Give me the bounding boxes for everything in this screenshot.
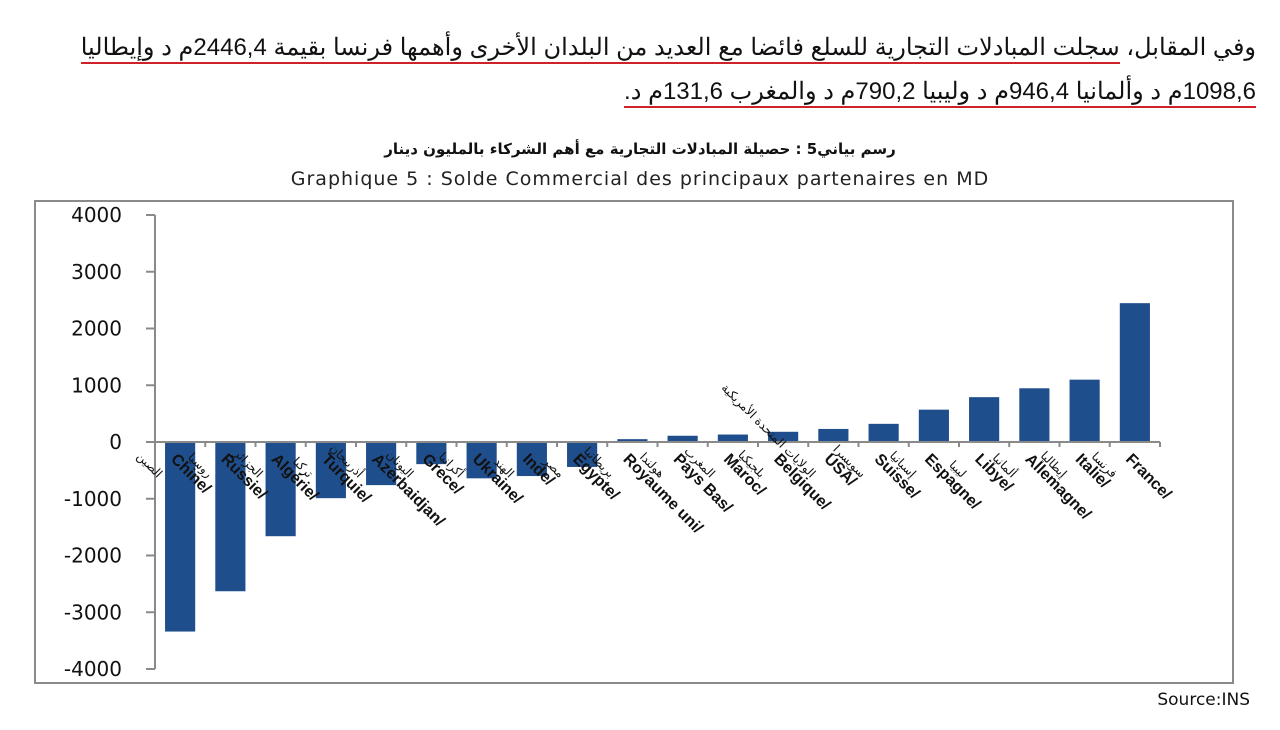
- bar: [165, 442, 196, 632]
- bar: [416, 442, 447, 465]
- bar: [516, 442, 547, 477]
- y-tick-label: -4000: [64, 657, 122, 681]
- y-tick-label: 1000: [71, 373, 122, 397]
- source-note: Source:INS: [1157, 690, 1250, 710]
- svg-text:الصين: الصين: [133, 449, 165, 481]
- bar: [466, 442, 497, 479]
- underlined-text-2: 1098,6م د وألمانيا 946,4م د وليبيا 790,2…: [624, 78, 1256, 108]
- bar: [1019, 388, 1050, 442]
- svg-text:France/: France/: [1122, 451, 1175, 504]
- underlined-text-1: سجلت المبادلات التجارية للسلع فائضا مع ا…: [80, 34, 1120, 64]
- bar: [617, 439, 648, 442]
- bar: [366, 442, 397, 486]
- bar: [918, 409, 949, 442]
- y-tick-label: 2000: [71, 317, 122, 341]
- bar: [567, 442, 598, 467]
- bar: [969, 397, 1000, 442]
- bar: [1069, 379, 1100, 442]
- y-tick-label: 4000: [71, 203, 122, 227]
- bar: [868, 423, 899, 442]
- paragraph: وفي المقابل، سجلت المبادلات التجارية للس…: [16, 26, 1256, 114]
- bar: [667, 435, 698, 442]
- chart-title-arabic: رسم بياني5 : حصيلة المبادلات التجارية مع…: [384, 140, 896, 158]
- bar: [768, 431, 799, 442]
- bar: [315, 442, 346, 499]
- paragraph-line-1: وفي المقابل، سجلت المبادلات التجارية للس…: [16, 26, 1256, 70]
- bar: [717, 434, 748, 442]
- y-tick-label: 3000: [71, 260, 122, 284]
- y-tick-label: 0: [109, 430, 122, 454]
- bar: [215, 442, 246, 592]
- y-tick-label: -2000: [64, 544, 122, 568]
- paragraph-prefix: وفي المقابل،: [1119, 34, 1256, 61]
- chart-title-french: Graphique 5 : Solde Commercial des princ…: [290, 168, 990, 190]
- y-tick-label: -3000: [64, 600, 122, 624]
- bar: [818, 428, 849, 442]
- y-tick-label: -1000: [64, 487, 122, 511]
- bar: [1119, 303, 1150, 442]
- chart-frame: [34, 200, 1234, 684]
- paragraph-line-2: 1098,6م د وألمانيا 946,4م د وليبيا 790,2…: [16, 70, 1256, 114]
- bar: [265, 442, 296, 537]
